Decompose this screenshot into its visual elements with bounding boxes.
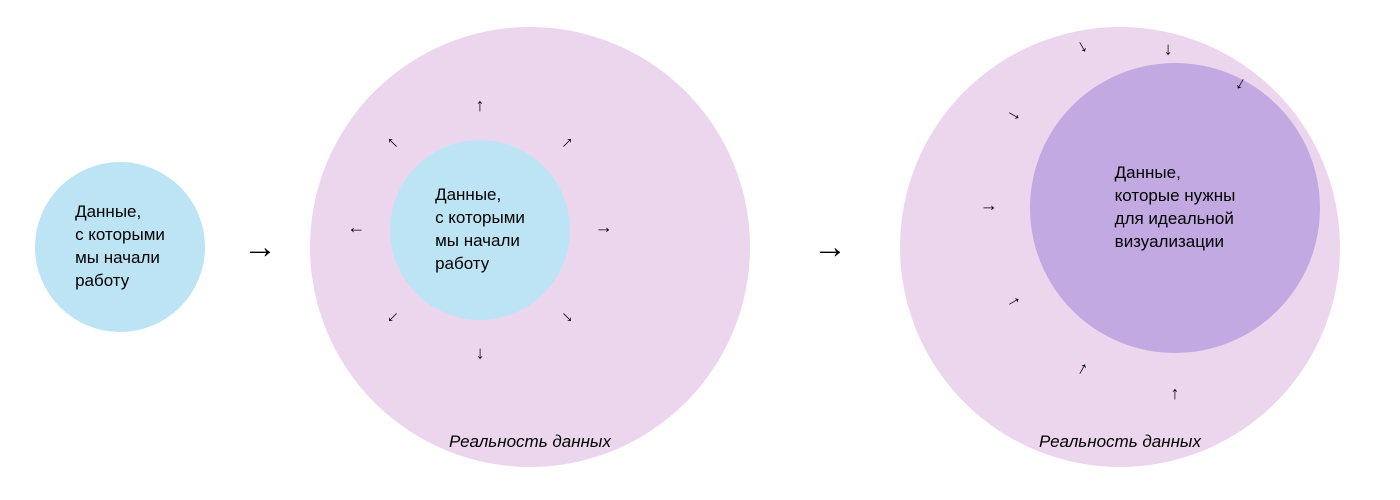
diagram-canvas: Данные, с которыми мы начали работу → Ре…	[0, 0, 1400, 500]
stage3-inner-circle: Данные, которые нужны для идеальной визу…	[1030, 63, 1320, 353]
radial-arrow-icon: ↑	[476, 346, 485, 364]
radial-arrow-icon: ↑	[346, 226, 364, 235]
stage1-circle: Данные, с которыми мы начали работу	[35, 162, 205, 332]
connector-arrow-1: →	[243, 230, 277, 264]
stage2-caption: Реальность данных	[310, 432, 750, 452]
stage2-label: Данные, с которыми мы начали работу	[421, 184, 539, 276]
radial-arrow-icon: ↑	[476, 96, 485, 114]
radial-arrow-icon: ↑	[1164, 42, 1173, 60]
connector-arrow-2: →	[813, 230, 847, 264]
stage1-label: Данные, с которыми мы начали работу	[61, 201, 179, 293]
stage3-label: Данные, которые нужны для идеальной визу…	[1101, 162, 1250, 254]
stage2-inner-circle: Данные, с которыми мы начали работу	[390, 140, 570, 320]
radial-arrow-icon: ↑	[1171, 384, 1180, 402]
stage3-caption: Реальность данных	[900, 432, 1340, 452]
radial-arrow-icon: ↑	[596, 226, 614, 235]
radial-arrow-icon: ↑	[981, 204, 999, 213]
